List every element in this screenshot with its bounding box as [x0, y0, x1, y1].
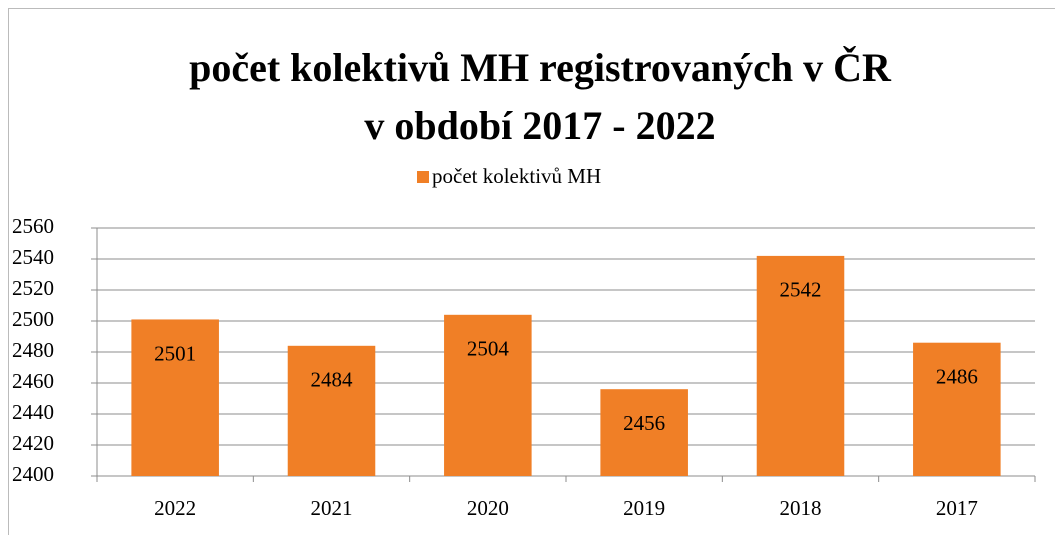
data-label: 2456	[623, 411, 665, 435]
bar	[600, 389, 688, 476]
x-tick-label: 2018	[780, 496, 822, 520]
y-tick-label: 2400	[12, 462, 54, 486]
bar	[756, 255, 845, 476]
data-label: 2484	[311, 368, 354, 392]
bar	[913, 342, 1001, 476]
y-tick-label: 2520	[12, 276, 54, 300]
bar	[131, 319, 219, 476]
data-label: 2501	[154, 341, 196, 365]
x-tick-label: 2020	[467, 496, 509, 520]
chart-title: počet kolektivů MH registrovaných v ČR	[189, 45, 892, 90]
x-tick-label: 2019	[623, 496, 665, 520]
y-tick-label: 2560	[12, 214, 54, 238]
chart-title: v období 2017 - 2022	[364, 103, 715, 148]
chart-frame	[8, 8, 1055, 535]
x-tick-label: 2021	[311, 496, 353, 520]
bar	[287, 345, 376, 476]
y-tick-label: 2500	[12, 307, 54, 331]
bar	[444, 314, 532, 476]
data-label: 2542	[780, 278, 822, 302]
y-tick-label: 2440	[12, 400, 54, 424]
y-tick-label: 2420	[12, 431, 54, 455]
y-tick-label: 2540	[12, 245, 54, 269]
data-label: 2504	[467, 337, 510, 361]
data-label: 2486	[936, 365, 978, 389]
x-tick-label: 2017	[936, 496, 978, 520]
legend-label: počet kolektivů MH	[432, 164, 601, 188]
y-tick-label: 2480	[12, 338, 54, 362]
x-tick-label: 2022	[154, 496, 196, 520]
y-tick-label: 2460	[12, 369, 54, 393]
legend-swatch	[417, 171, 429, 183]
